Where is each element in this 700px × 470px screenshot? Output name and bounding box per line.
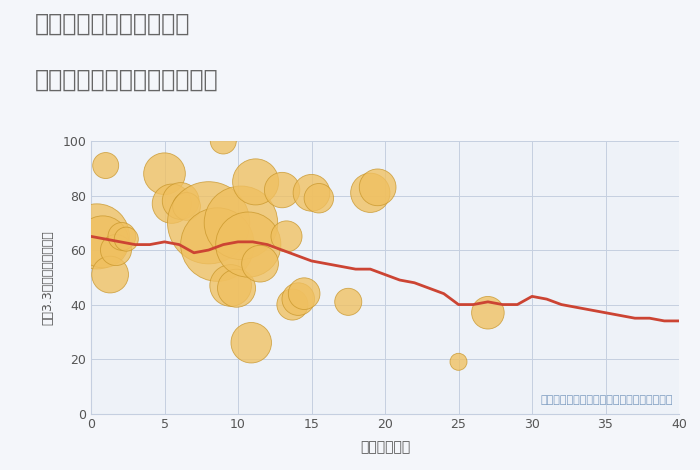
Point [167, 200, 178, 207]
Point [482, 309, 493, 316]
Point [175, 197, 186, 205]
Point [287, 301, 298, 308]
X-axis label: 築年数（年）: 築年数（年） [360, 440, 410, 454]
Point [281, 233, 292, 240]
Y-axis label: 坪（3.3㎡）単価（万円）: 坪（3.3㎡）単価（万円） [41, 230, 54, 325]
Point [97, 238, 108, 246]
Point [293, 295, 304, 303]
Point [343, 298, 354, 306]
Point [235, 219, 246, 227]
Point [203, 219, 214, 227]
Point [250, 178, 261, 186]
Point [120, 235, 132, 243]
Text: 三重県松阪市嬉野川北町: 三重県松阪市嬉野川北町 [35, 12, 190, 36]
Point [218, 137, 229, 145]
Point [212, 241, 223, 248]
Point [159, 170, 170, 178]
Point [276, 186, 288, 194]
Point [100, 162, 111, 169]
Point [298, 290, 309, 298]
Point [91, 233, 102, 240]
Point [116, 233, 127, 240]
Point [372, 184, 384, 191]
Text: 円の大きさは、取引のあった物件面積を示す: 円の大きさは、取引のあった物件面積を示す [540, 395, 673, 406]
Point [104, 271, 116, 278]
Point [453, 358, 464, 366]
Point [365, 189, 376, 196]
Point [225, 282, 237, 289]
Point [231, 284, 242, 292]
Point [314, 195, 325, 202]
Point [181, 203, 192, 210]
Point [243, 241, 254, 248]
Point [306, 189, 317, 196]
Text: 築年数別中古マンション価格: 築年数別中古マンション価格 [35, 68, 218, 92]
Point [246, 339, 257, 346]
Point [111, 246, 122, 254]
Point [255, 260, 266, 267]
